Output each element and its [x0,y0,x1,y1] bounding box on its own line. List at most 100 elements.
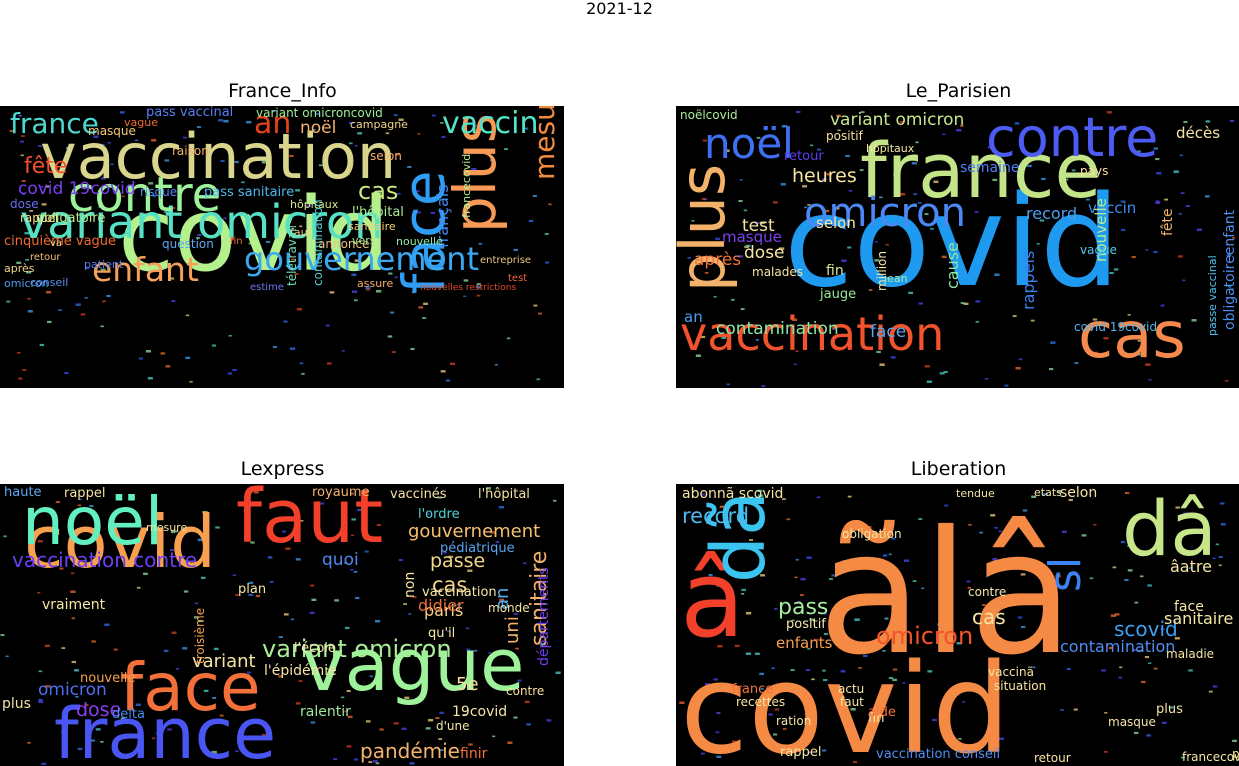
word-17: cinquième vague [4,234,116,249]
panel-liberation: Liberation ▬ ▬ ▬ ▬ ▬ ▬ ▬ ▬ ▬ ▬ ▬ ▬ ▬ ▬ ▬ ▬ ▬ ▬ ▬ ▬ ▬ ▬ ▬ ▬ ▬ ▬ ▬ ▬ ▬… [676,458,1239,766]
filler-word: ▬ [248,580,254,587]
filler-word: ▬ [873,221,880,229]
word-39: passe vaccinal [1206,255,1219,336]
filler-word: ▬ [1113,267,1119,273]
filler-word: ▬ [398,682,402,687]
filler-word: ▬ [544,231,549,237]
filler-word: ▬ [1155,157,1160,163]
filler-word: ▬ [834,204,840,212]
filler-word: ▬ [27,741,31,746]
filler-word: ▬ [882,649,886,654]
filler-word: ▬ [375,761,379,766]
filler-word: ▬ [171,629,177,637]
filler-word: ▬ [960,124,965,129]
filler-word: ▬ [805,723,809,728]
filler-word: ▬ [1110,611,1117,619]
filler-word: ▬ [1132,648,1137,654]
filler-word: ▬ [1124,577,1129,583]
filler-word: ▬ [507,738,513,746]
wordcloud-svg: ▬▬▬▬▬▬▬▬▬▬▬▬▬▬▬▬▬▬▬▬▬▬▬▬▬▬▬▬▬▬▬▬▬▬▬▬▬▬▬▬… [4,106,561,384]
filler-word: ▬ [163,648,169,655]
filler-word: ▬ [495,539,500,545]
filler-word: ▬ [439,747,444,753]
filler-word: ▬ [1077,192,1084,200]
word-35: nouvelle [396,235,443,248]
filler-word: ▬ [1066,666,1071,672]
filler-word: ▬ [147,374,153,382]
filler-word: ▬ [39,342,44,348]
filler-word: ▬ [410,347,415,353]
filler-word: ▬ [1131,255,1136,261]
word-10: pass [778,595,828,620]
filler-word: ▬ [795,557,799,562]
word-46: entreprise [480,255,531,266]
word-43: mesure [146,521,187,534]
filler-word: ▬ [1148,660,1152,665]
filler-word: ▬ [719,503,725,511]
filler-word: ▬ [3,535,7,540]
filler-word: ▬ [704,271,709,276]
word-32: patient [84,258,124,271]
filler-word: ▬ [1145,247,1149,252]
filler-word: ▬ [17,351,21,356]
filler-word: ▬ [354,143,358,148]
filler-word: ▬ [926,378,932,386]
filler-word: ▬ [847,494,852,500]
word-26: hôpitaux [290,198,339,211]
filler-word: ▬ [932,717,938,724]
word-31: faut [290,226,313,239]
word-26: masque [1108,715,1156,729]
filler-word: ▬ [944,503,949,509]
filler-word: ▬ [301,372,305,377]
filler-word: ▬ [126,718,131,724]
filler-word: ▬ [398,558,403,564]
filler-word: ▬ [755,338,759,343]
filler-word: ▬ [80,311,86,318]
word-10: omicron [38,680,107,700]
filler-word: ▬ [1156,169,1162,177]
filler-word: ▬ [71,617,75,622]
filler-word: ▬ [800,593,805,599]
filler-word: ▬ [1093,222,1097,227]
filler-word: ▬ [143,571,149,578]
word-31: million [875,251,889,291]
filler-word: ▬ [956,126,963,134]
filler-word: ▬ [1172,340,1177,346]
word-24: l'hôpital [478,487,530,502]
filler-word: ▬ [739,177,743,182]
filler-word: ▬ [1160,303,1165,309]
filler-word: ▬ [813,636,819,643]
filler-word: ▬ [311,595,317,603]
filler-word: ▬ [809,143,813,148]
word-44: troisième [193,608,207,664]
filler-word: ▬ [1153,146,1158,152]
filler-word: ▬ [1137,150,1141,155]
filler-word: ▬ [908,290,914,297]
filler-word: ▬ [858,666,862,671]
panel-france-info: France_Info ▬ ▬ ▬ ▬ ▬ ▬ ▬ ▬ ▬ ▬ ▬ ▬ ▬ ▬ ▬ ▬ ▬ ▬ ▬ ▬ ▬ ▬ ▬ ▬ ▬ ▬ ▬ ▬… [0,80,565,388]
filler-word: ▬ [64,370,69,376]
filler-word: ▬ [84,295,88,300]
word-0: covid [24,500,216,584]
filler-word: ▬ [974,210,979,216]
filler-word: ▬ [679,698,685,706]
filler-word: ▬ [975,298,981,305]
filler-word: ▬ [924,212,929,218]
filler-word: ▬ [870,731,875,737]
filler-word: ▬ [227,371,232,377]
filler-word: ▬ [738,198,743,204]
filler-word: ▬ [426,512,430,517]
filler-word: ▬ [135,138,139,143]
filler-word: ▬ [75,300,82,308]
filler-word: ▬ [490,158,495,163]
filler-word: ▬ [1204,193,1210,200]
filler-word: ▬ [158,187,163,193]
filler-word: ▬ [148,180,154,187]
filler-word: ▬ [443,551,447,556]
filler-word: ▬ [440,121,444,126]
filler-word: ▬ [128,702,132,707]
filler-word: ▬ [513,656,517,661]
filler-word: ▬ [717,642,724,650]
filler-word: ▬ [726,328,731,334]
filler-word: ▬ [309,609,315,616]
